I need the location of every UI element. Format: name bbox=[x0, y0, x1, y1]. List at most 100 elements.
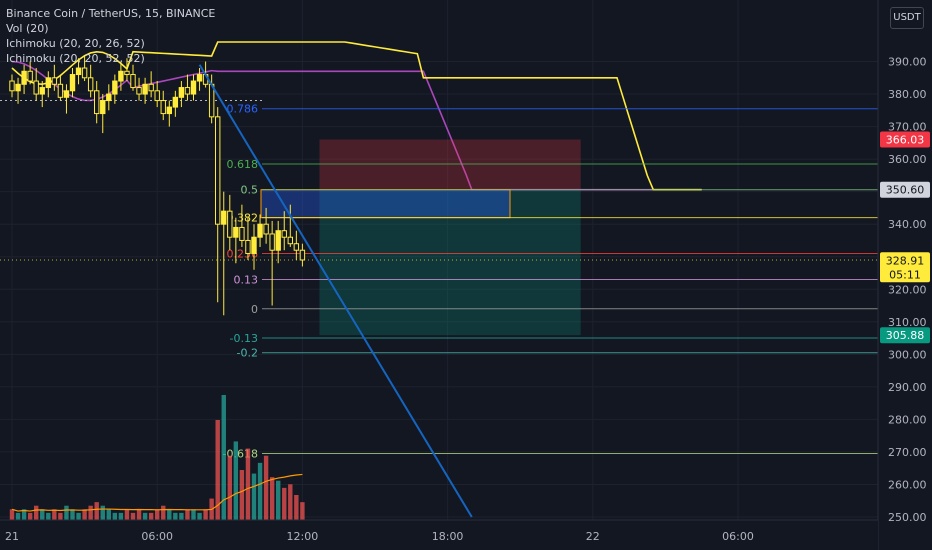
candle-body bbox=[196, 74, 203, 82]
volume-bar bbox=[82, 509, 87, 520]
candle-body bbox=[94, 90, 100, 115]
candle-body bbox=[245, 239, 251, 254]
volume-bar bbox=[179, 512, 184, 520]
candlesticks bbox=[9, 55, 306, 316]
stop-loss-zone bbox=[319, 139, 581, 190]
price-tick-label: 340.00 bbox=[888, 218, 927, 231]
candle-body bbox=[227, 210, 233, 238]
time-tick-label: 06:00 bbox=[141, 530, 173, 543]
candle-body bbox=[190, 80, 197, 95]
volume-bar bbox=[155, 509, 160, 520]
fib-level-label: 0.786 bbox=[227, 103, 259, 116]
time-tick-label: 18:00 bbox=[432, 530, 464, 543]
volume-bar bbox=[251, 473, 257, 520]
symbol-title[interactable]: Binance Coin / TetherUS, 15, BINANCE bbox=[6, 7, 216, 20]
volume-bar bbox=[112, 512, 118, 520]
entry-price-tag-bg bbox=[880, 181, 930, 198]
volume-ma-line bbox=[11, 473, 303, 512]
stop-price-tag-label: 366.03 bbox=[886, 134, 925, 147]
candle-body bbox=[293, 243, 300, 251]
chart-legend: Binance Coin / TetherUS, 15, BINANCE Vol… bbox=[6, 6, 215, 66]
candle-body bbox=[269, 233, 275, 251]
candle-body bbox=[263, 223, 269, 235]
volume-bar bbox=[21, 509, 27, 520]
price-tick-label: 390.00 bbox=[888, 56, 927, 69]
volume-bar bbox=[148, 512, 154, 520]
price-tick-label: 360.00 bbox=[888, 153, 927, 166]
volume-bar bbox=[70, 509, 75, 520]
candle-body bbox=[57, 83, 64, 98]
fib-level-label: -0.2 bbox=[237, 347, 258, 360]
price-tick-label: 380.00 bbox=[888, 88, 927, 101]
time-tick-label: 12:00 bbox=[287, 530, 319, 543]
volume-bar bbox=[191, 509, 196, 520]
volume-bar bbox=[94, 502, 99, 520]
volume-bar bbox=[100, 505, 105, 520]
time-axis[interactable]: 21 06:00 12:00 18:00 22 06:00 bbox=[0, 519, 878, 550]
candle-body bbox=[287, 236, 294, 245]
candle-body bbox=[233, 226, 239, 238]
candle-body bbox=[281, 230, 287, 238]
fib-highlight-zone bbox=[260, 189, 511, 219]
short-position-box[interactable] bbox=[260, 139, 581, 336]
volume-bar bbox=[136, 509, 142, 520]
ichimoku-indicator-label-1[interactable]: Ichimoku (20, 20, 26, 52) bbox=[6, 37, 145, 50]
volume-bar bbox=[142, 512, 148, 520]
volume-bar bbox=[221, 395, 226, 520]
volume-bar bbox=[233, 441, 239, 520]
countdown-label: 05:11 bbox=[889, 268, 921, 281]
target-price-tag-bg bbox=[880, 327, 930, 344]
down-trendline bbox=[198, 64, 473, 518]
candle-body bbox=[21, 70, 27, 85]
candle-body bbox=[39, 87, 45, 95]
candle-body bbox=[75, 67, 82, 76]
target-price-tag-label: 305.88 bbox=[886, 329, 925, 342]
candle-body bbox=[251, 236, 257, 254]
fib-level-label: 0 bbox=[251, 303, 258, 316]
candle-body bbox=[172, 96, 179, 108]
volume-bar bbox=[46, 512, 51, 520]
candle-body bbox=[239, 226, 245, 241]
last-price-tag-label: 328.91 bbox=[886, 254, 925, 267]
candle-body bbox=[160, 100, 166, 115]
volume-bar bbox=[215, 420, 220, 520]
candle-body bbox=[166, 106, 173, 115]
candle-body bbox=[106, 93, 112, 102]
trendline[interactable] bbox=[198, 64, 473, 518]
time-tick-label: 06:00 bbox=[722, 530, 754, 543]
candle-body bbox=[9, 80, 15, 92]
volume-bar bbox=[124, 509, 130, 520]
volume-bar bbox=[167, 509, 172, 520]
volume-bar bbox=[282, 487, 287, 520]
candle-body bbox=[142, 83, 148, 95]
candle-body bbox=[184, 87, 191, 95]
volume-bar bbox=[263, 455, 269, 520]
stop-price-tag-bg bbox=[880, 131, 930, 148]
candle-body bbox=[51, 77, 58, 85]
volume-bar bbox=[40, 509, 45, 520]
volume-bar bbox=[185, 509, 190, 520]
volume-bar bbox=[257, 462, 263, 520]
ichimoku-indicator-label-2[interactable]: Ichimoku (20, 20, 52, 52) bbox=[6, 52, 145, 65]
time-tick-label: 21 bbox=[5, 530, 19, 543]
candle-body bbox=[112, 80, 118, 95]
candle-body bbox=[15, 83, 21, 92]
price-tick-label: 300.00 bbox=[888, 348, 927, 361]
candle-body bbox=[87, 77, 94, 92]
currency-unit-button[interactable]: USDT bbox=[890, 7, 924, 29]
last-price-tag-bg bbox=[880, 252, 930, 283]
price-tick-label: 310.00 bbox=[888, 316, 927, 329]
volume-bar bbox=[197, 512, 202, 520]
volume-bar bbox=[15, 512, 21, 520]
volume-bar bbox=[58, 512, 63, 520]
entry-price-tag-label: 350.60 bbox=[886, 184, 925, 197]
volume-bar bbox=[76, 512, 81, 520]
candle-body bbox=[63, 90, 70, 98]
volume-bar bbox=[161, 505, 166, 520]
candle-body bbox=[69, 74, 76, 92]
volume-indicator-label[interactable]: Vol (20) bbox=[6, 22, 49, 35]
candle-body bbox=[27, 70, 33, 82]
volume-bar bbox=[27, 512, 33, 520]
